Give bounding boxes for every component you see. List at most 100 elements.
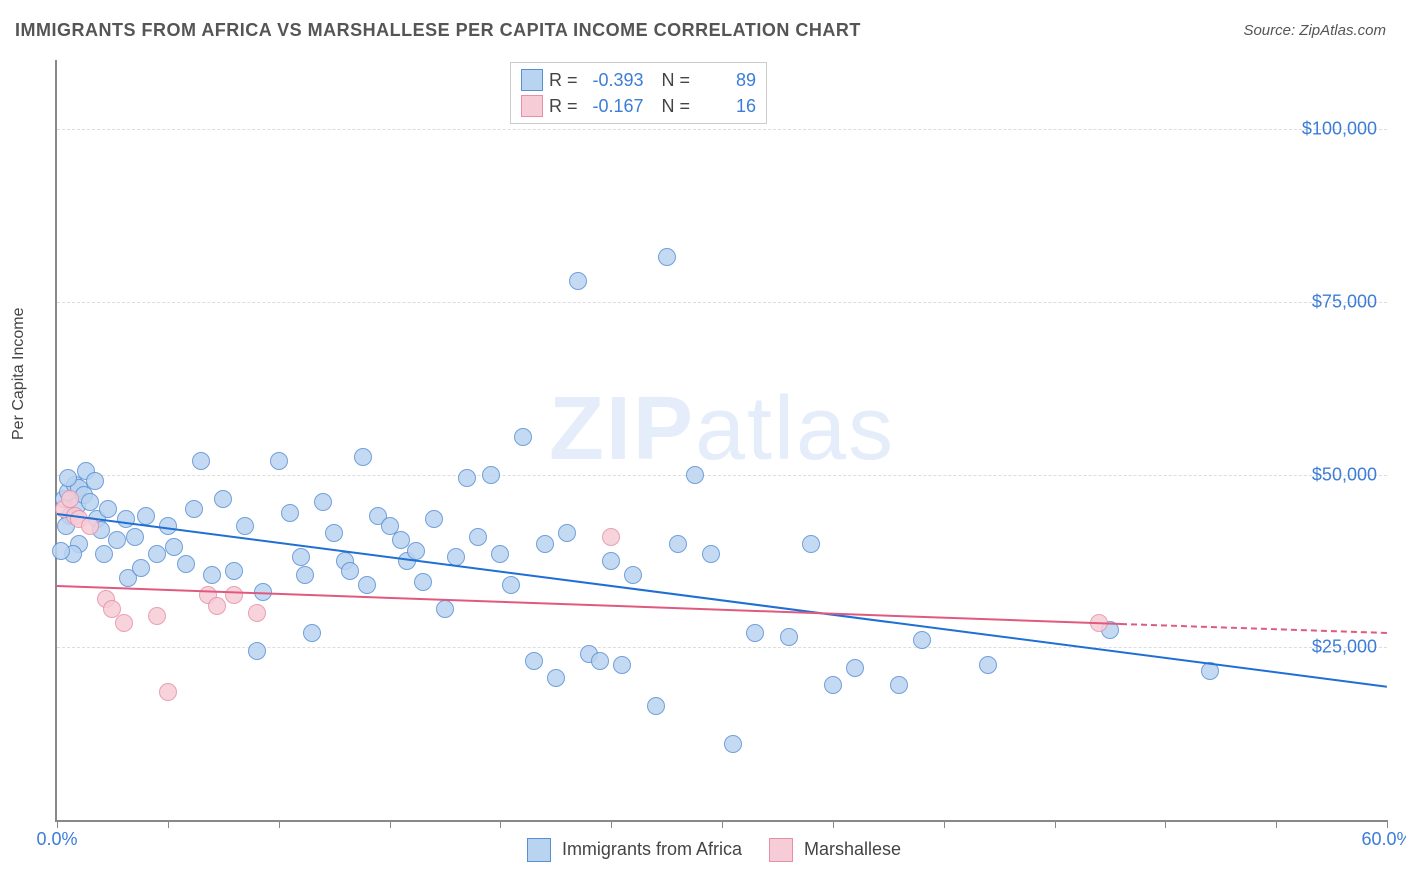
series-legend: Immigrants from Africa Marshallese — [0, 838, 1406, 862]
point-africa — [780, 628, 798, 646]
point-africa — [358, 576, 376, 594]
point-africa — [137, 507, 155, 525]
point-africa — [99, 500, 117, 518]
point-africa — [248, 642, 266, 660]
point-africa — [890, 676, 908, 694]
point-africa — [458, 469, 476, 487]
point-africa — [602, 552, 620, 570]
legend-label-africa: Immigrants from Africa — [562, 839, 742, 859]
point-africa — [292, 548, 310, 566]
point-africa — [126, 528, 144, 546]
point-africa — [658, 248, 676, 266]
x-tick — [57, 820, 58, 828]
r-value-marshallese: -0.167 — [584, 96, 644, 117]
point-africa — [514, 428, 532, 446]
trend-line — [57, 513, 1387, 688]
point-africa — [724, 735, 742, 753]
scatter-plot-area: ZIPatlas $25,000$50,000$75,000$100,0000.… — [55, 60, 1387, 822]
point-africa — [270, 452, 288, 470]
x-tick — [722, 820, 723, 828]
y-tick-label: $50,000 — [1312, 464, 1377, 485]
point-africa — [177, 555, 195, 573]
point-africa — [624, 566, 642, 584]
point-africa — [341, 562, 359, 580]
point-africa — [702, 545, 720, 563]
point-marshallese — [208, 597, 226, 615]
point-africa — [165, 538, 183, 556]
x-tick — [1165, 820, 1166, 828]
watermark-light: atlas — [695, 379, 895, 479]
point-africa — [913, 631, 931, 649]
trend-line — [1121, 623, 1387, 634]
point-africa — [95, 545, 113, 563]
x-tick — [500, 820, 501, 828]
point-africa — [425, 510, 443, 528]
point-africa — [469, 528, 487, 546]
point-marshallese — [61, 490, 79, 508]
point-africa — [502, 576, 520, 594]
point-africa — [59, 469, 77, 487]
legend-row-africa: R = -0.393 N = 89 — [521, 67, 756, 93]
point-marshallese — [148, 607, 166, 625]
point-africa — [86, 472, 104, 490]
x-tick — [279, 820, 280, 828]
gridline — [57, 475, 1387, 476]
x-tick — [390, 820, 391, 828]
watermark-bold: ZIP — [549, 379, 695, 479]
correlation-legend: R = -0.393 N = 89 R = -0.167 N = 16 — [510, 62, 767, 124]
point-africa — [686, 466, 704, 484]
point-africa — [314, 493, 332, 511]
point-africa — [491, 545, 509, 563]
x-tick — [611, 820, 612, 828]
watermark: ZIPatlas — [549, 378, 895, 481]
y-tick-label: $100,000 — [1302, 119, 1377, 140]
source-attribution: Source: ZipAtlas.com — [1243, 22, 1386, 39]
point-africa — [669, 535, 687, 553]
point-africa — [482, 466, 500, 484]
point-africa — [296, 566, 314, 584]
point-marshallese — [225, 586, 243, 604]
point-africa — [613, 656, 631, 674]
point-africa — [185, 500, 203, 518]
legend-label-marshallese: Marshallese — [804, 839, 901, 859]
gridline — [57, 302, 1387, 303]
point-africa — [525, 652, 543, 670]
chart-title: IMMIGRANTS FROM AFRICA VS MARSHALLESE PE… — [15, 20, 861, 41]
point-africa — [647, 697, 665, 715]
point-africa — [536, 535, 554, 553]
x-tick — [1055, 820, 1056, 828]
point-africa — [802, 535, 820, 553]
point-africa — [979, 656, 997, 674]
point-africa — [354, 448, 372, 466]
point-africa — [132, 559, 150, 577]
gridline — [57, 129, 1387, 130]
n-value-marshallese: 16 — [696, 96, 756, 117]
x-tick — [833, 820, 834, 828]
point-africa — [192, 452, 210, 470]
legend-row-marshallese: R = -0.167 N = 16 — [521, 93, 756, 119]
point-africa — [236, 517, 254, 535]
point-africa — [325, 524, 343, 542]
y-tick-label: $25,000 — [1312, 637, 1377, 658]
point-marshallese — [248, 604, 266, 622]
point-africa — [225, 562, 243, 580]
point-marshallese — [115, 614, 133, 632]
point-africa — [281, 504, 299, 522]
point-africa — [81, 493, 99, 511]
legend-swatch-africa-icon — [527, 838, 551, 862]
r-value-africa: -0.393 — [584, 70, 644, 91]
x-tick — [1276, 820, 1277, 828]
point-africa — [203, 566, 221, 584]
x-tick — [168, 820, 169, 828]
point-africa — [846, 659, 864, 677]
point-marshallese — [159, 683, 177, 701]
point-africa — [148, 545, 166, 563]
point-africa — [558, 524, 576, 542]
legend-swatch-marshallese-icon — [769, 838, 793, 862]
point-africa — [52, 542, 70, 560]
y-axis-label: Per Capita Income — [10, 307, 28, 440]
point-africa — [569, 272, 587, 290]
x-tick — [1387, 820, 1388, 828]
y-tick-label: $75,000 — [1312, 291, 1377, 312]
point-africa — [117, 510, 135, 528]
